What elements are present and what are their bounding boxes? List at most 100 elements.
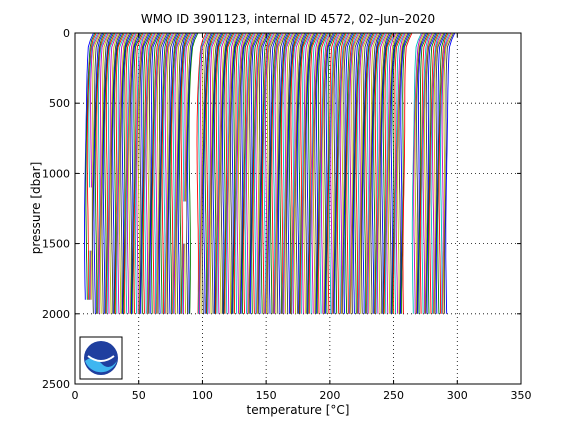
profile-line: [283, 32, 294, 314]
profile-line: [419, 32, 430, 314]
profile-line: [280, 32, 291, 314]
profile-line: [292, 32, 303, 314]
profile-line: [387, 32, 398, 314]
y-tick-label: 1000: [42, 167, 70, 180]
profile-line: [302, 32, 313, 314]
profile-line: [161, 32, 172, 314]
profile-line: [254, 32, 264, 314]
profile-line: [180, 32, 191, 314]
profile-line: [279, 32, 290, 314]
profile-line: [381, 32, 392, 314]
profile-line: [359, 32, 370, 314]
profile-line: [437, 32, 448, 314]
profile-line: [169, 32, 180, 314]
profile-line: [422, 32, 433, 314]
profile-line: [163, 32, 173, 314]
profile-line: [333, 32, 343, 314]
profile-line: [248, 32, 259, 314]
profile-line: [147, 32, 157, 314]
profile-line: [179, 32, 189, 314]
profile-line: [209, 32, 220, 314]
profile-line: [394, 32, 405, 314]
profile-line: [88, 32, 99, 300]
profile-line: [358, 32, 369, 314]
x-axis-label: temperature [°C]: [247, 403, 350, 417]
profile-line: [133, 32, 144, 314]
profile-line: [339, 32, 350, 314]
profile-line: [118, 32, 129, 314]
profile-line: [370, 32, 381, 314]
profile-line: [379, 32, 390, 314]
profile-line: [363, 32, 374, 314]
profile-line: [326, 32, 337, 314]
profile-line: [276, 32, 287, 314]
profile-line: [211, 32, 222, 314]
profile-line: [278, 32, 289, 314]
plot-frame: [74, 32, 522, 385]
profile-line: [158, 32, 169, 314]
profile-line: [402, 32, 413, 314]
profile-line: [421, 32, 432, 314]
profile-line: [418, 32, 429, 314]
profile-line: [224, 32, 235, 314]
profile-line: [262, 32, 272, 314]
profile-line: [124, 32, 135, 314]
profile-line: [320, 32, 331, 314]
profile-line: [430, 32, 441, 314]
profile-line: [114, 32, 125, 314]
profile-line: [184, 32, 195, 314]
profile-line: [243, 32, 254, 314]
profile-line: [120, 32, 131, 314]
profile-line: [217, 32, 228, 314]
y-tick-label: 0: [63, 27, 70, 40]
profile-line: [413, 32, 424, 314]
profile-line: [128, 32, 139, 314]
profile-line: [318, 32, 329, 314]
profile-line: [235, 32, 246, 314]
profile-line: [219, 32, 230, 314]
profile-line: [390, 32, 401, 314]
profile-line: [100, 32, 111, 314]
y-axis-label: pressure [dbar]: [29, 162, 43, 255]
profile-line: [156, 32, 167, 314]
x-axis: 0 50 100 150 200 250 300 350: [72, 33, 532, 402]
profile-line: [136, 32, 147, 314]
profile-line: [350, 32, 361, 314]
profile-line: [256, 32, 267, 314]
profile-line: [201, 32, 212, 314]
profile-line: [328, 32, 339, 314]
profile-line: [216, 32, 227, 314]
profile-line: [287, 32, 298, 314]
profile-line: [139, 32, 149, 314]
profile-line: [307, 32, 318, 314]
profile-line: [336, 32, 347, 314]
profile-line: [440, 32, 450, 314]
x-tick-label: 50: [132, 389, 146, 402]
profile-line: [104, 32, 115, 314]
profile-line: [175, 32, 185, 314]
profile-line: [196, 32, 207, 314]
profile-line: [315, 32, 326, 314]
profile-line: [351, 32, 362, 314]
profile-line: [96, 32, 107, 314]
profile-line: [378, 32, 389, 314]
profile-line: [252, 32, 263, 314]
profile-line: [306, 32, 317, 314]
profile-line: [426, 32, 437, 314]
profile-line: [165, 32, 176, 314]
profile-line: [113, 32, 124, 314]
profile-line: [298, 32, 309, 314]
x-tick-label: 150: [256, 389, 277, 402]
profile-line: [397, 32, 408, 314]
profile-line: [263, 32, 274, 314]
profile-line: [375, 32, 386, 314]
profile-line: [105, 32, 116, 314]
x-tick-label: 250: [383, 389, 404, 402]
profile-line: [200, 32, 211, 314]
profile-line: [445, 32, 456, 314]
profile-line: [349, 32, 359, 314]
profile-line: [266, 32, 276, 314]
profile-line: [383, 32, 394, 314]
profile-line: [246, 32, 256, 314]
profile-line: [171, 32, 181, 314]
